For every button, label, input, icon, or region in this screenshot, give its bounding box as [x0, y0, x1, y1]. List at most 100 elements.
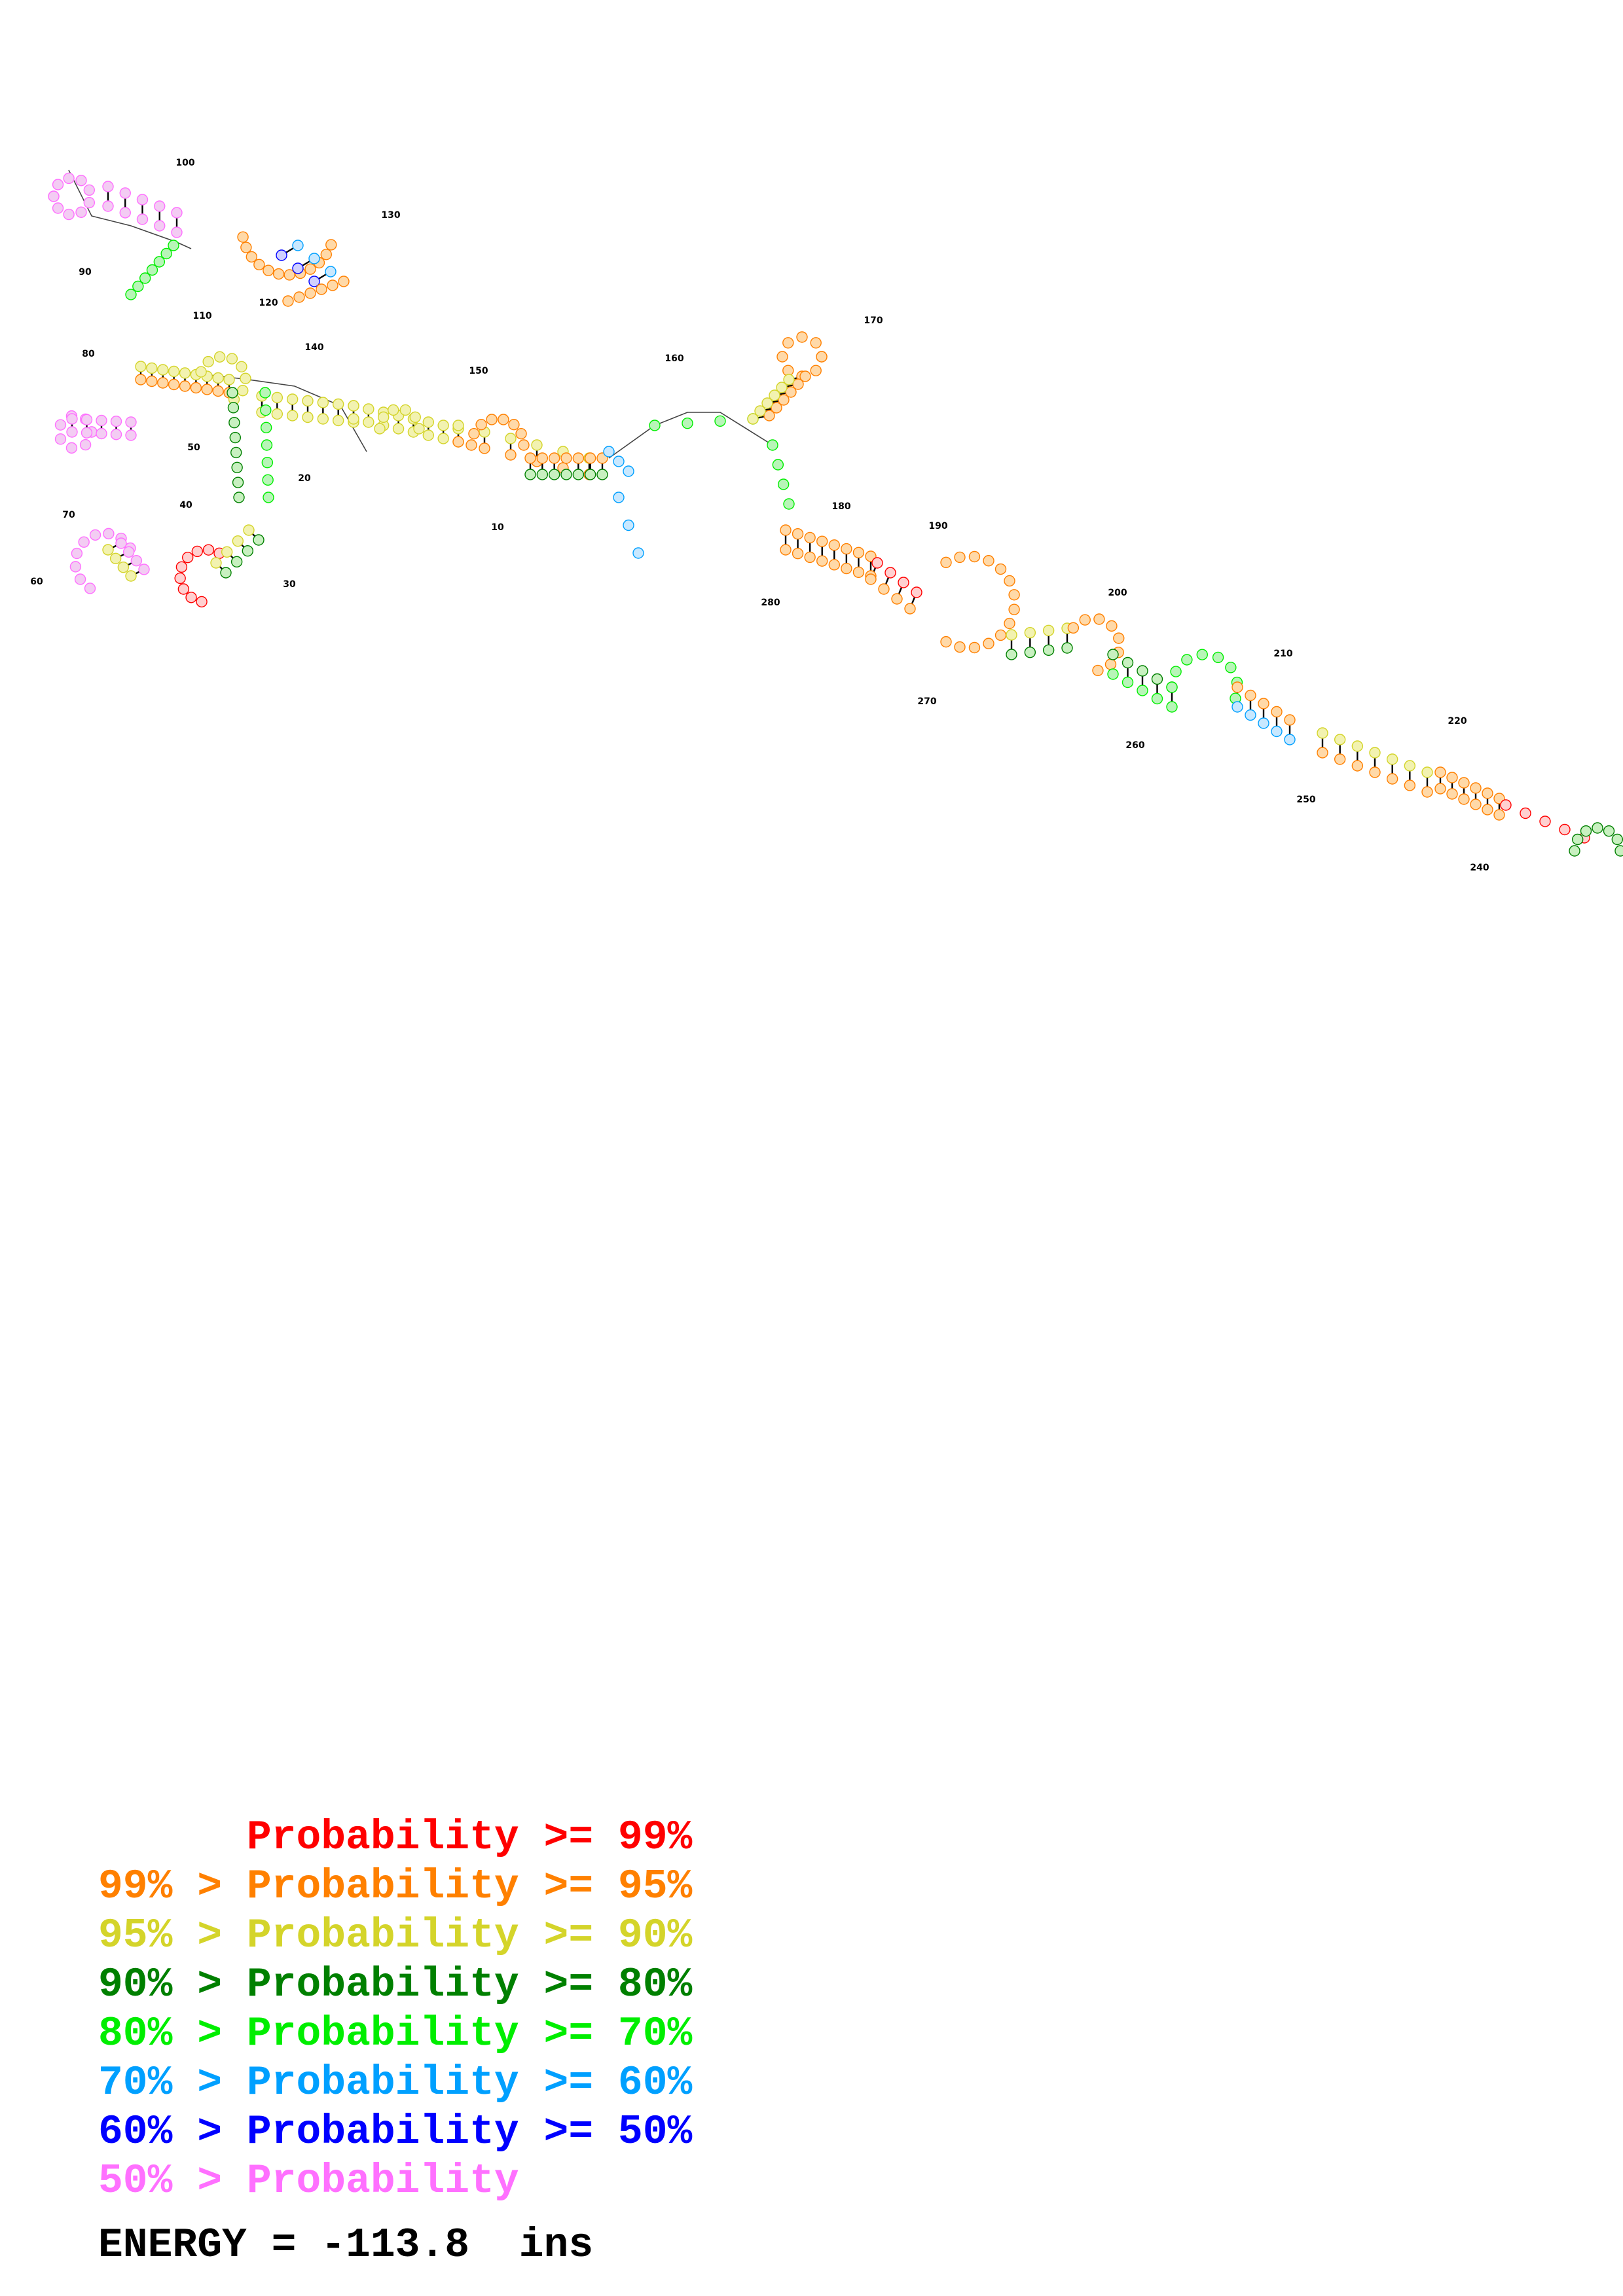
nucleotide: [548, 469, 560, 480]
nucleotide: [302, 395, 314, 407]
nucleotide: [810, 365, 822, 376]
nucleotide: [65, 442, 78, 454]
legend-row-text: 80% > Probability >= 70%: [98, 2011, 693, 2057]
nucleotide: [1122, 676, 1134, 689]
nucleotide: [1458, 793, 1470, 805]
nucleotide: [940, 636, 952, 648]
nucleotide: [66, 426, 78, 438]
nucleotide: [212, 372, 224, 384]
nucleotide: [1231, 681, 1243, 693]
nucleotide: [437, 433, 449, 444]
nucleotide: [259, 387, 271, 399]
nucleotide: [852, 566, 865, 578]
position-label: 280: [761, 598, 780, 608]
nucleotide: [763, 410, 775, 422]
nucleotide: [1024, 626, 1036, 639]
nucleotide: [232, 476, 244, 488]
nucleotide: [212, 385, 224, 397]
nucleotide: [253, 534, 264, 546]
nucleotide: [1092, 664, 1104, 677]
nucleotide: [603, 446, 615, 457]
position-label: 50: [187, 442, 200, 453]
nucleotide: [276, 249, 287, 261]
nucleotide: [1137, 665, 1148, 677]
nucleotide: [223, 374, 235, 386]
nucleotide: [785, 386, 797, 398]
nucleotide: [221, 546, 233, 558]
nucleotide: [536, 469, 549, 480]
nucleotide: [332, 398, 344, 410]
position-label: 40: [179, 500, 192, 511]
nucleotide: [518, 439, 530, 451]
nucleotide: [1079, 614, 1091, 626]
nucleotide: [317, 397, 329, 408]
position-labels: 10 20 30 40 50 60 70 80 90 100 110 120 130 140 150 160 1…: [30, 158, 1489, 873]
position-label: 10: [491, 522, 504, 533]
nucleotide: [1369, 766, 1381, 778]
nucleotide: [1434, 766, 1446, 778]
nucleotide: [682, 417, 693, 429]
nucleotide: [792, 378, 804, 390]
position-label: 80: [82, 349, 95, 359]
legend-row-text: Probability >= 99%: [98, 1814, 693, 1861]
rna-secondary-structure-diagram: 10 20 30 40 50 60 70 80 90 100 110 120 130 140 150 160 1…: [30, 158, 1623, 873]
nucleotide: [841, 543, 852, 555]
nucleotide: [227, 402, 240, 414]
nucleotide: [771, 402, 782, 414]
nucleotide: [392, 423, 405, 435]
nucleotide: [1271, 706, 1283, 718]
nucleotide: [263, 492, 274, 503]
nucleotide: [767, 439, 778, 451]
nucleotide: [1004, 575, 1015, 587]
nucleotide: [778, 394, 790, 406]
nucleotide: [262, 474, 274, 486]
nucleotide: [308, 253, 320, 264]
position-label: 200: [1108, 588, 1127, 598]
nucleotide: [1024, 646, 1036, 658]
nucleotide: [1334, 753, 1346, 765]
nucleotide: [505, 433, 517, 444]
nucleotide: [1559, 823, 1571, 836]
position-label: 140: [304, 342, 323, 353]
nucleotide: [261, 439, 273, 451]
nucleotide: [1107, 668, 1119, 680]
nucleotide: [282, 295, 294, 307]
nucleotide: [230, 446, 242, 459]
nucleotide: [109, 552, 122, 565]
nucleotide: [1225, 662, 1237, 673]
nucleotide: [994, 563, 1007, 575]
nucleotide: [1212, 651, 1224, 664]
position-label: 210: [1273, 649, 1292, 659]
legend-row-text: 90% > Probability >= 80%: [98, 1962, 693, 2008]
nucleotide: [983, 637, 994, 649]
nucleotide: [102, 200, 114, 212]
nucleotide: [747, 413, 759, 425]
nucleotide: [168, 240, 179, 251]
nucleotide: [304, 287, 316, 299]
nucleotide: [63, 208, 75, 221]
nucleotide: [792, 548, 804, 560]
nucleotide: [96, 414, 107, 427]
nucleotide: [79, 439, 92, 451]
nucleotide: [452, 420, 464, 431]
nucleotide: [66, 413, 78, 425]
nucleotide: [363, 403, 374, 415]
nucleotide: [1580, 825, 1592, 837]
legend-row-text: 95% > Probability >= 90%: [98, 1912, 693, 1959]
nucleotide: [135, 374, 147, 386]
nucleotide: [596, 469, 608, 480]
nucleotide: [816, 535, 828, 547]
nucleotide: [1166, 681, 1178, 693]
legend-row: 70% > Probability >= 60%: [98, 2058, 692, 2108]
nucleotide: [115, 537, 127, 549]
nucleotide: [242, 545, 254, 557]
nucleotide: [1351, 740, 1364, 752]
nucleotide: [272, 268, 285, 280]
nucleotide: [548, 452, 560, 464]
nucleotide: [374, 423, 386, 435]
nucleotide: [1042, 624, 1055, 637]
nucleotide: [179, 380, 191, 392]
nucleotide: [226, 353, 238, 365]
nucleotide: [531, 439, 543, 451]
nucleotide: [1446, 788, 1458, 800]
